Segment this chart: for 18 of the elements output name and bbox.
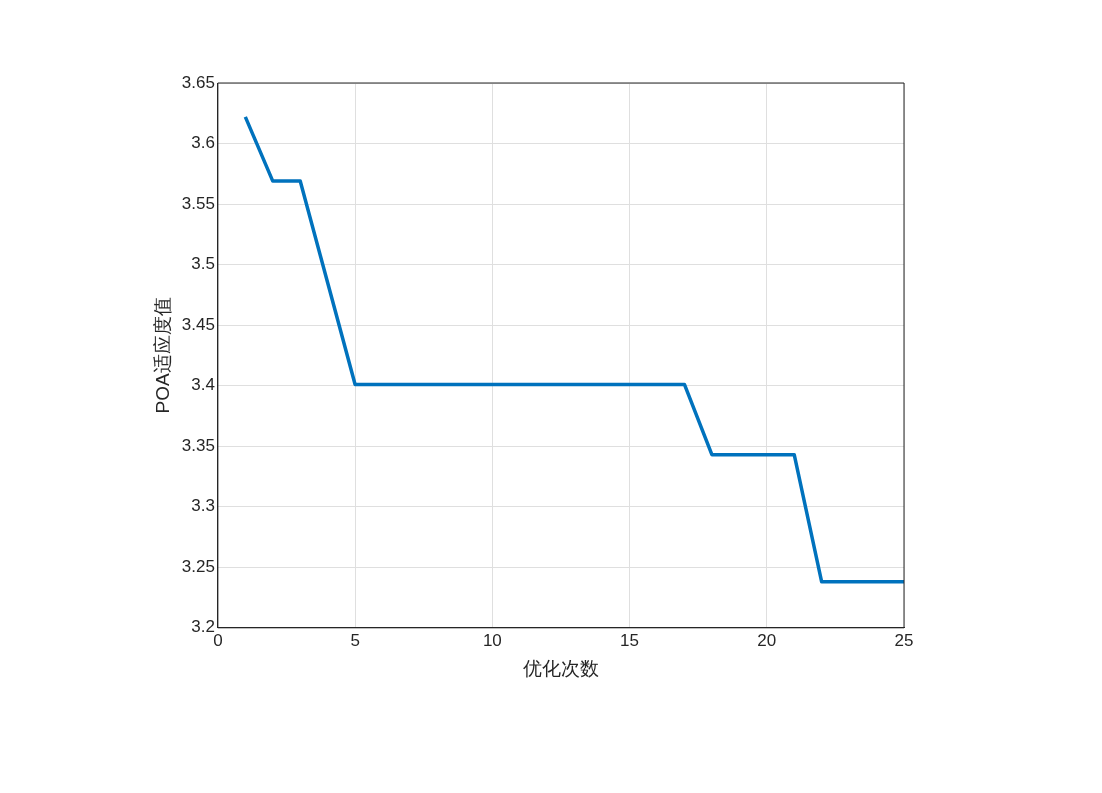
y-tick-label: 3.2 (191, 617, 215, 637)
x-tick-label: 25 (894, 630, 914, 650)
y-tick-label: 3.3 (191, 496, 215, 516)
x-axis-title: 优化次数 (522, 657, 599, 679)
x-tick-label: 0 (213, 630, 223, 650)
x-tick-label: 15 (620, 630, 640, 650)
y-tick-label: 3.65 (181, 72, 215, 92)
y-tick-label: 3.6 (191, 133, 215, 153)
y-tick-label: 3.35 (181, 435, 215, 455)
y-tick-label: 3.25 (181, 556, 215, 576)
y-axis-title: POA适应度值 (151, 297, 173, 414)
y-tick-label: 3.55 (181, 193, 215, 213)
y-tick-label: 3.45 (181, 314, 215, 334)
x-tick-label: 10 (482, 630, 502, 650)
y-tick-label: 3.5 (191, 254, 215, 274)
y-tick-label: 3.4 (191, 375, 215, 395)
x-tick-label: 5 (350, 630, 360, 650)
x-tick-label: 20 (757, 630, 777, 650)
